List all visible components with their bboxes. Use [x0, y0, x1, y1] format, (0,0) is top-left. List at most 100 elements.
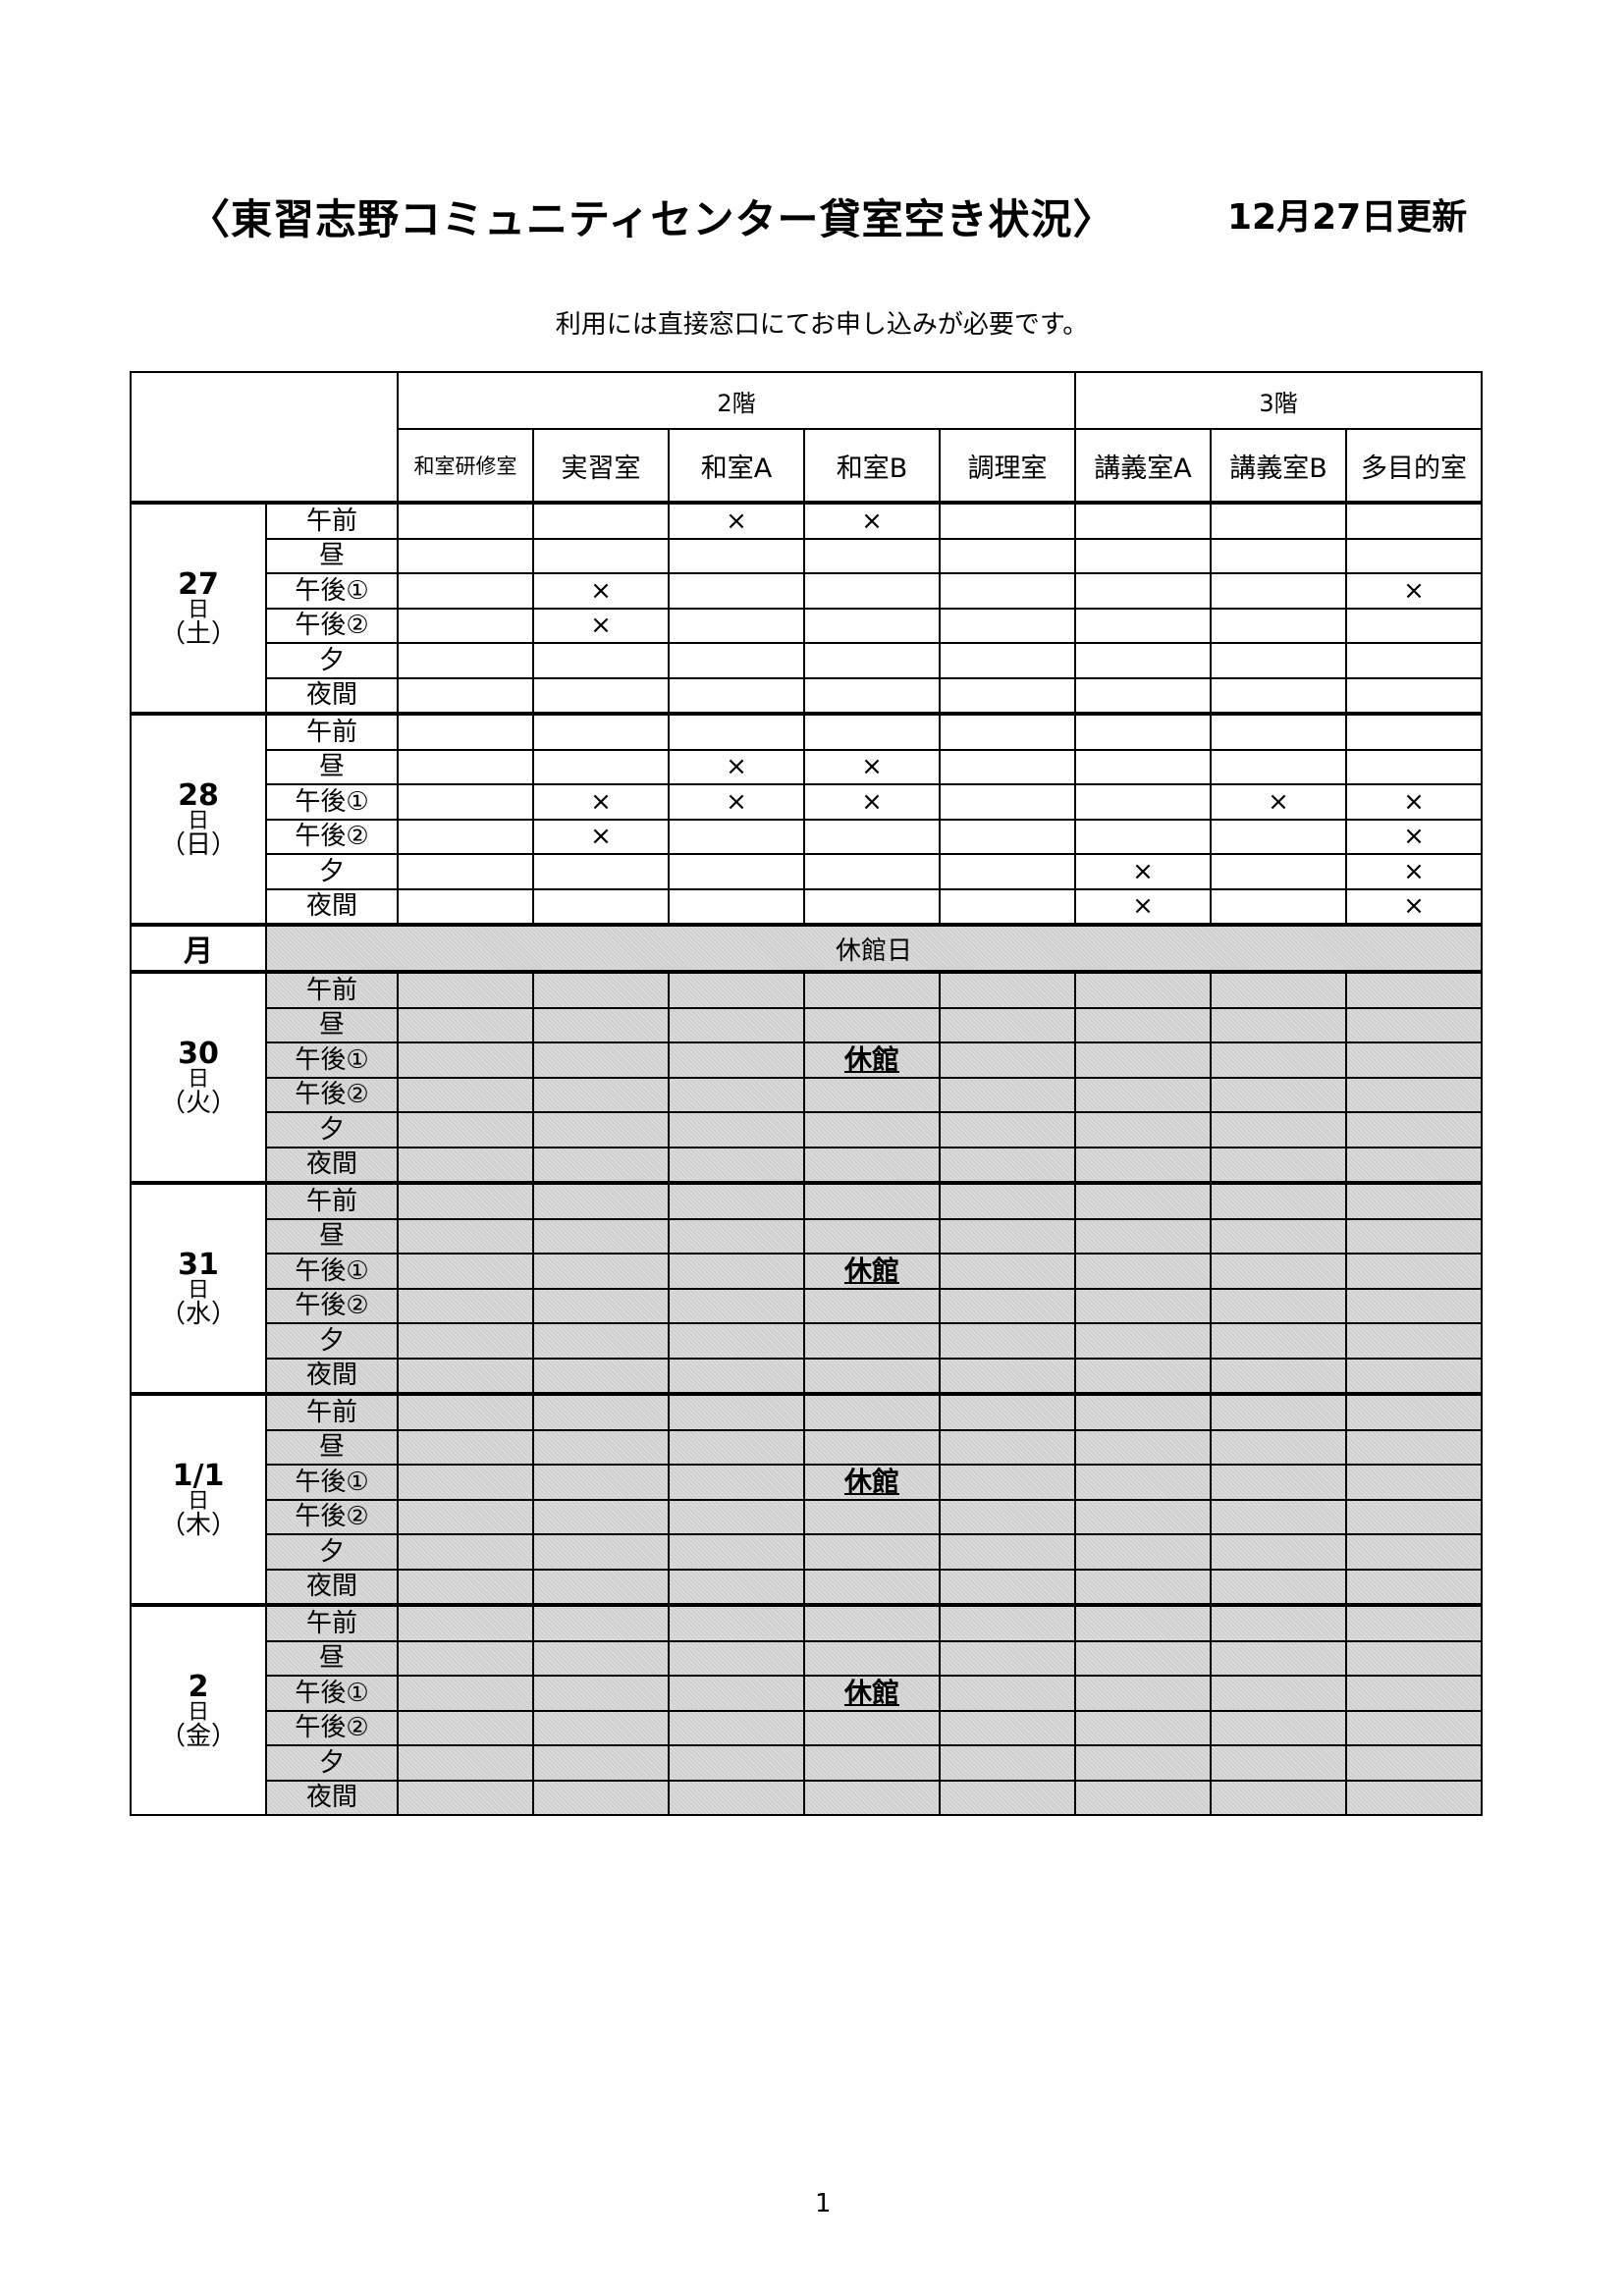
availability-cell — [1074, 1392, 1213, 1431]
availability-cell — [397, 607, 534, 644]
slot-row: 夜間 — [131, 1779, 1484, 1816]
availability-cell — [803, 1568, 941, 1606]
availability-cell — [803, 1357, 941, 1395]
availability-cell — [1210, 1675, 1348, 1712]
availability-cell — [532, 1111, 670, 1148]
slot-label: 夜間 — [265, 1779, 399, 1816]
availability-cell — [397, 676, 534, 715]
booked-mark: × — [1132, 891, 1154, 922]
availability-cell — [1345, 1675, 1484, 1712]
corner-cell — [130, 371, 399, 504]
availability-cell — [1345, 1253, 1484, 1290]
availability-cell — [803, 1111, 941, 1148]
availability-cell — [938, 1464, 1077, 1501]
availability-cell — [668, 1709, 805, 1746]
availability-cell — [1345, 1006, 1484, 1043]
availability-cell — [1345, 1603, 1484, 1642]
slot-row: 昼 × × — [131, 748, 1484, 785]
availability-cell — [1210, 501, 1348, 540]
availability-cell — [1345, 712, 1484, 751]
availability-cell — [668, 1744, 805, 1782]
slot-label: 午後① — [265, 1464, 399, 1501]
availability-cell — [938, 1428, 1077, 1466]
availability-cell — [1210, 1464, 1348, 1501]
weekday: （金） — [159, 1721, 237, 1751]
slot-row: 午後① 休館 — [131, 1253, 1484, 1290]
slot-label: 午前 — [265, 1181, 399, 1220]
booked-mark: × — [590, 786, 612, 817]
slot-row: 夜間 — [131, 676, 1484, 715]
availability-cell — [938, 1533, 1077, 1571]
availability-cell — [1210, 712, 1348, 751]
availability-cell — [668, 1111, 805, 1148]
availability-cell — [1210, 1146, 1348, 1184]
availability-cell — [532, 1392, 670, 1431]
availability-cell — [1074, 970, 1213, 1009]
availability-cell: × — [532, 783, 670, 821]
availability-cell — [938, 1392, 1077, 1431]
availability-cell — [1210, 1181, 1348, 1220]
availability-cell — [803, 1744, 941, 1782]
availability-cell — [1345, 642, 1484, 679]
booked-mark: × — [726, 506, 747, 536]
availability-cell — [1210, 1392, 1348, 1431]
booked-mark: × — [1403, 786, 1425, 817]
availability-cell — [532, 1675, 670, 1712]
availability-cell — [532, 1428, 670, 1466]
availability-cell — [938, 1006, 1077, 1043]
slot-label: 午後① — [265, 783, 399, 821]
availability-cell — [532, 1006, 670, 1043]
availability-cell — [1074, 1639, 1213, 1677]
availability-cell — [397, 1287, 534, 1324]
availability-cell — [938, 818, 1077, 855]
availability-cell — [397, 1779, 534, 1816]
slot-label: 昼 — [265, 1006, 399, 1043]
availability-cell — [1210, 572, 1348, 610]
availability-cell — [1345, 1392, 1484, 1431]
slot-row: 午後② × × — [131, 818, 1484, 855]
availability-cell — [397, 1041, 534, 1079]
availability-cell — [532, 642, 670, 679]
availability-cell — [1210, 537, 1348, 574]
availability-cell — [397, 1568, 534, 1606]
availability-cell — [938, 712, 1077, 751]
availability-cell — [1345, 1287, 1484, 1324]
slot-row: 午後② — [131, 1287, 1484, 1324]
availability-cell — [1345, 748, 1484, 785]
slot-row: 午後② — [131, 1498, 1484, 1535]
availability-cell — [668, 642, 805, 679]
availability-cell: × — [1345, 887, 1484, 926]
availability-cell — [532, 1779, 670, 1816]
availability-cell — [668, 1006, 805, 1043]
availability-cell — [803, 887, 941, 926]
date-number: 1/1 — [172, 1458, 225, 1493]
slot-row: 夜間 × × — [131, 887, 1484, 926]
booked-mark: × — [590, 822, 612, 852]
slot-row: 昼 — [131, 1639, 1484, 1677]
availability-cell — [1074, 1181, 1213, 1220]
availability-cell — [668, 1428, 805, 1466]
availability-cell: × — [668, 748, 805, 785]
availability-cell — [1345, 1428, 1484, 1466]
availability-cell — [938, 970, 1077, 1009]
availability-cell — [803, 853, 941, 890]
availability-cell — [668, 607, 805, 644]
availability-cell: × — [668, 501, 805, 540]
availability-cell — [397, 1006, 534, 1043]
availability-cell — [532, 676, 670, 715]
availability-cell — [1074, 1428, 1213, 1466]
availability-cell: × — [803, 783, 941, 821]
closed-label: 休館 — [843, 1676, 899, 1709]
availability-cell — [668, 1253, 805, 1290]
availability-cell — [668, 1357, 805, 1395]
availability-cell — [803, 1181, 941, 1220]
availability-cell — [397, 1428, 534, 1466]
page-title: 〈東習志野コミュニティセンター貸室空き状況〉 — [189, 195, 1115, 243]
availability-cell — [397, 853, 534, 890]
availability-cell — [668, 818, 805, 855]
booked-mark: × — [590, 611, 612, 641]
availability-cell — [397, 1639, 534, 1677]
availability-cell — [1345, 1779, 1484, 1816]
availability-cell — [532, 1464, 670, 1501]
availability-cell — [803, 1603, 941, 1642]
